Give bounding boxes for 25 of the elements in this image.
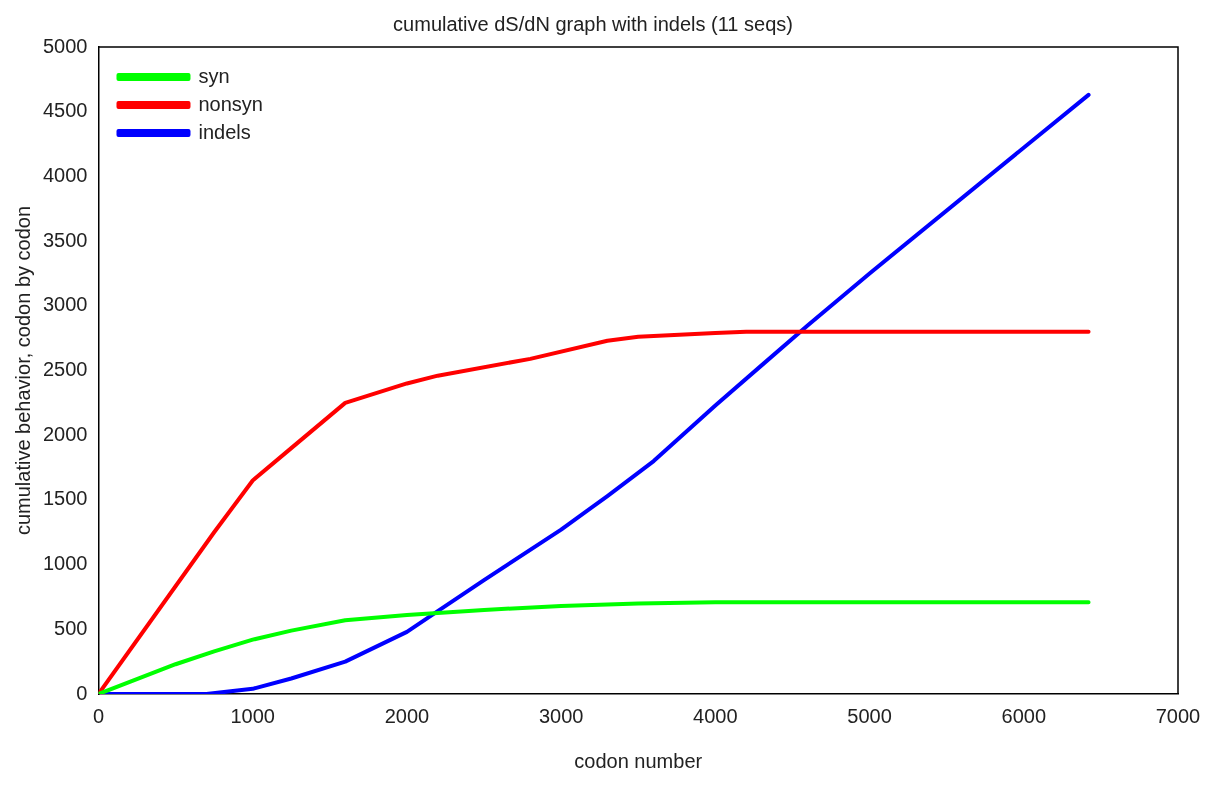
y-axis-title: cumulative behavior, codon by codon bbox=[11, 205, 34, 536]
y-tick-label: 4500 bbox=[42, 99, 88, 122]
y-tick-label: 2500 bbox=[42, 358, 88, 381]
x-axis-title: codon number bbox=[574, 749, 703, 772]
x-tick-label: 3000 bbox=[538, 704, 584, 727]
y-tick-label: 5000 bbox=[42, 34, 88, 57]
y-tick-label: 2000 bbox=[42, 422, 88, 445]
y-tick-label: 3500 bbox=[42, 228, 88, 251]
legend-label: nonsyn bbox=[198, 92, 263, 115]
x-tick-label: 1000 bbox=[230, 704, 275, 727]
y-tick-label: 1500 bbox=[42, 487, 88, 510]
chart-title: cumulative dS/dN graph with indels (11 seqs) bbox=[393, 12, 793, 35]
y-tick-label: 3000 bbox=[42, 293, 88, 316]
y-tick-label: 500 bbox=[54, 616, 88, 639]
y-tick-label: 4000 bbox=[42, 163, 88, 186]
y-tick-label: 1000 bbox=[42, 552, 88, 575]
x-tick-label: 4000 bbox=[693, 704, 738, 727]
legend-label: indels bbox=[198, 120, 251, 143]
x-tick-label: 7000 bbox=[1155, 704, 1201, 727]
legend-label: syn bbox=[198, 64, 230, 87]
x-tick-label: 2000 bbox=[384, 704, 430, 727]
y-tick-label: 0 bbox=[76, 681, 88, 704]
x-tick-label: 0 bbox=[92, 704, 105, 727]
x-tick-label: 6000 bbox=[1001, 704, 1047, 727]
x-tick-label: 5000 bbox=[847, 704, 892, 727]
